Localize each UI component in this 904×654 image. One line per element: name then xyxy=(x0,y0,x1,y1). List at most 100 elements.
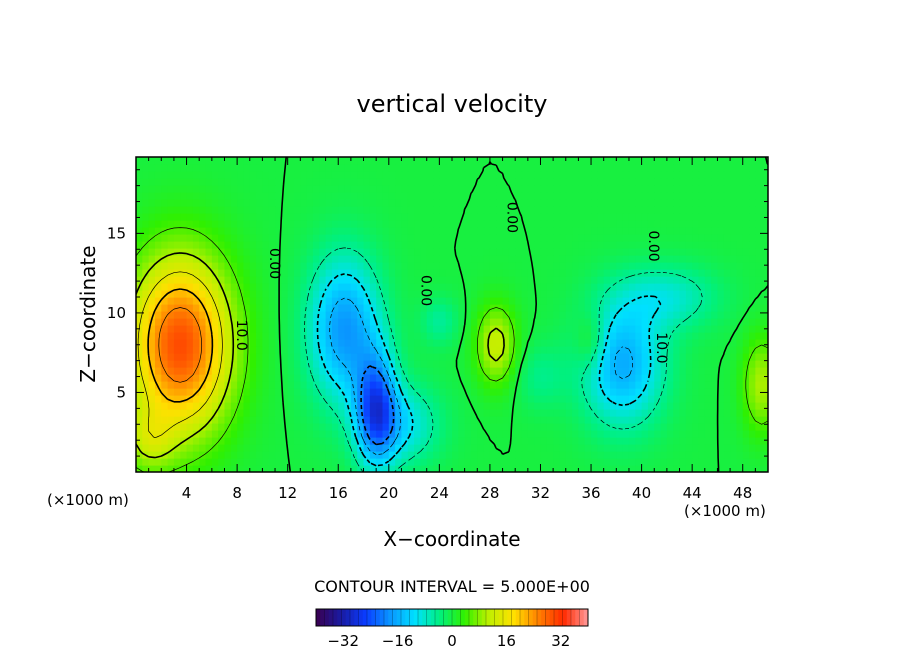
heatmap-cell xyxy=(717,353,725,361)
heatmap-cell xyxy=(464,388,472,396)
heatmap-cell xyxy=(704,353,712,361)
heatmap-cell xyxy=(218,402,226,410)
heatmap-cell xyxy=(167,360,175,368)
heatmap-cell xyxy=(628,171,636,179)
heatmap-cell xyxy=(464,262,472,270)
heatmap-cell xyxy=(376,206,384,214)
colorbar-swatch xyxy=(575,609,580,626)
heatmap-cell xyxy=(161,409,169,417)
heatmap-cell xyxy=(546,157,554,165)
heatmap-cell xyxy=(559,206,567,214)
heatmap-cell xyxy=(433,178,440,186)
heatmap-cell xyxy=(711,178,719,186)
heatmap-cell xyxy=(578,395,586,403)
heatmap-cell xyxy=(698,402,706,410)
heatmap-cell xyxy=(325,297,333,305)
heatmap-cell xyxy=(635,241,643,249)
heatmap-cell xyxy=(230,178,238,186)
heatmap-cell xyxy=(749,367,756,375)
heatmap-cell xyxy=(610,192,617,200)
heatmap-cell xyxy=(262,206,270,214)
heatmap-cell xyxy=(294,346,301,354)
heatmap-cell xyxy=(508,199,516,207)
heatmap-cell xyxy=(736,367,744,375)
heatmap-cell xyxy=(635,444,643,452)
heatmap-cell xyxy=(622,199,630,207)
heatmap-cell xyxy=(464,220,472,228)
heatmap-cell xyxy=(666,451,674,459)
heatmap-cell xyxy=(230,409,238,417)
heatmap-cell xyxy=(546,465,554,472)
heatmap-cell xyxy=(755,178,763,186)
heatmap-cell xyxy=(584,458,592,466)
heatmap-cell xyxy=(553,290,561,298)
heatmap-cell xyxy=(142,458,150,466)
heatmap-cell xyxy=(622,360,630,368)
heatmap-cell xyxy=(578,248,586,256)
heatmap-cell xyxy=(477,206,485,214)
heatmap-cell xyxy=(527,269,535,277)
heatmap-cell xyxy=(679,171,687,179)
y-tick-label: 15 xyxy=(107,224,126,242)
heatmap-cell xyxy=(673,178,681,186)
heatmap-cell xyxy=(704,402,712,410)
heatmap-cell xyxy=(515,437,523,445)
heatmap-cell xyxy=(395,311,403,319)
heatmap-cell xyxy=(502,451,510,459)
heatmap-cell xyxy=(559,409,567,417)
heatmap-cell xyxy=(647,262,655,270)
heatmap-cell xyxy=(243,346,251,354)
heatmap-cell xyxy=(610,269,617,277)
heatmap-cell xyxy=(546,185,554,193)
heatmap-cell xyxy=(249,325,257,333)
heatmap-cell xyxy=(237,409,245,417)
heatmap-cell xyxy=(319,234,327,242)
heatmap-cell xyxy=(622,227,630,235)
colorbar-swatch xyxy=(443,609,449,626)
heatmap-cell xyxy=(464,297,472,305)
heatmap-cell xyxy=(281,332,289,340)
heatmap-cell xyxy=(275,227,282,235)
heatmap-cell xyxy=(180,234,188,242)
heatmap-cell xyxy=(685,437,693,445)
heatmap-cell xyxy=(154,311,162,319)
heatmap-cell xyxy=(249,297,257,305)
heatmap-cell xyxy=(546,402,554,410)
heatmap-cell xyxy=(578,458,586,466)
heatmap-cell xyxy=(496,213,504,221)
heatmap-cell xyxy=(294,185,301,193)
colorbar-swatch xyxy=(579,609,585,626)
heatmap-cell xyxy=(262,283,270,291)
heatmap-cell xyxy=(230,444,238,452)
heatmap-cell xyxy=(685,206,693,214)
heatmap-cell xyxy=(167,339,175,347)
heatmap-cell xyxy=(256,395,263,403)
heatmap-cell xyxy=(243,381,251,389)
heatmap-cell xyxy=(666,388,674,396)
heatmap-cell xyxy=(433,339,440,347)
heatmap-cell xyxy=(319,465,327,472)
heatmap-cell xyxy=(439,276,447,284)
colorbar-swatch xyxy=(541,609,546,626)
heatmap-cell xyxy=(350,297,358,305)
contour-line xyxy=(329,297,634,455)
heatmap-cell xyxy=(325,388,333,396)
heatmap-cell xyxy=(407,171,415,179)
heatmap-cell xyxy=(382,318,390,326)
heatmap-cell xyxy=(565,213,573,221)
heatmap-cell xyxy=(572,388,579,396)
heatmap-cell xyxy=(344,304,352,312)
heatmap-cell xyxy=(584,339,592,347)
heatmap-cell xyxy=(344,248,352,256)
heatmap-cell xyxy=(635,199,643,207)
heatmap-cell xyxy=(559,262,567,270)
heatmap-cell xyxy=(470,157,478,165)
heatmap-cell xyxy=(654,192,662,200)
heatmap-cell xyxy=(761,353,768,361)
heatmap-cell xyxy=(433,416,440,424)
heatmap-cell xyxy=(749,234,756,242)
heatmap-cell xyxy=(723,423,731,431)
heatmap-cell xyxy=(521,360,529,368)
heatmap-cell xyxy=(312,444,320,452)
heatmap-cell xyxy=(761,465,768,472)
